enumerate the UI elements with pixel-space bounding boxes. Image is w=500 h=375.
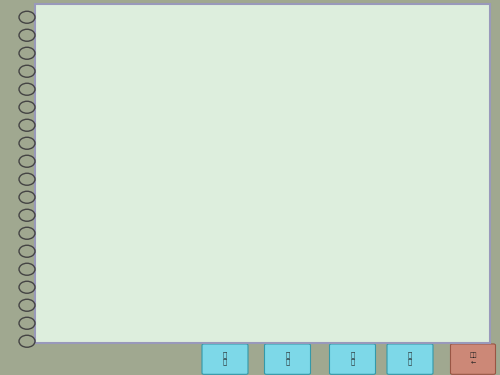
Text: 首
页: 首 页: [223, 351, 227, 365]
Text: 2: 2: [321, 256, 327, 265]
Text: 1: 1: [88, 256, 94, 265]
Text: R: R: [76, 247, 88, 261]
Text: X: X: [144, 247, 154, 261]
Text: 2: 2: [270, 256, 276, 265]
FancyBboxPatch shape: [330, 344, 376, 374]
Text: R: R: [173, 247, 184, 261]
Text: CH: CH: [109, 247, 133, 261]
Text: =: =: [270, 246, 283, 263]
Text: ·: ·: [354, 248, 358, 261]
Text: +: +: [265, 164, 278, 182]
Text: —: —: [292, 248, 306, 262]
Text: Y·: Y·: [287, 164, 305, 182]
FancyBboxPatch shape: [202, 344, 248, 374]
Text: 1．均裂    成键的一对电子向断裂的双方各转移: 1．均裂 成键的一对电子向断裂的双方各转移: [78, 120, 235, 133]
FancyBboxPatch shape: [387, 344, 433, 374]
FancyBboxPatch shape: [264, 344, 310, 374]
Text: 2: 2: [186, 256, 192, 265]
Text: R: R: [308, 247, 320, 261]
Text: 1: 1: [349, 256, 356, 265]
Text: 移: 移: [252, 207, 260, 220]
Text: —: —: [128, 248, 142, 262]
Text: X·: X·: [248, 164, 268, 182]
Text: —: —: [90, 248, 104, 262]
Text: 2: 2: [128, 256, 134, 265]
Text: +: +: [288, 240, 296, 250]
Text: 用鱼钉形的半算头“: 用鱼钉形的半算头“: [74, 196, 142, 208]
Text: 研究离子的裂解规律对质谱的解析具有十分重要的作用: 研究离子的裂解规律对质谱的解析具有十分重要的作用: [70, 80, 229, 90]
Text: +R: +R: [330, 247, 353, 261]
Text: —: —: [170, 164, 187, 182]
Text: Y: Y: [189, 164, 201, 182]
Text: +: +: [150, 240, 158, 250]
FancyBboxPatch shape: [450, 344, 496, 374]
Text: ” 表示一个电子的转: ” 表示一个电子的转: [258, 189, 330, 202]
Text: 页
下: 页 下: [350, 351, 354, 365]
Text: CH: CH: [250, 247, 274, 261]
Text: ·: ·: [281, 238, 285, 251]
Text: 返回
←: 返回 ←: [470, 352, 477, 364]
Text: —: —: [156, 248, 170, 262]
Text: 末
页: 末 页: [408, 351, 412, 365]
Text: X: X: [154, 164, 166, 182]
Text: 第3节  有机分子裂解类型与过程: 第3节 有机分子裂解类型与过程: [184, 53, 344, 71]
Text: X: X: [282, 247, 292, 261]
Text: 上
页: 上 页: [286, 351, 290, 365]
Text: 一个，每个碎片各保留一个电子。如：: 一个，每个碎片各保留一个电子。如：: [70, 138, 189, 151]
Text: 一、化学键的开裂方式: 一、化学键的开裂方式: [78, 101, 153, 114]
Text: ·: ·: [142, 238, 146, 251]
